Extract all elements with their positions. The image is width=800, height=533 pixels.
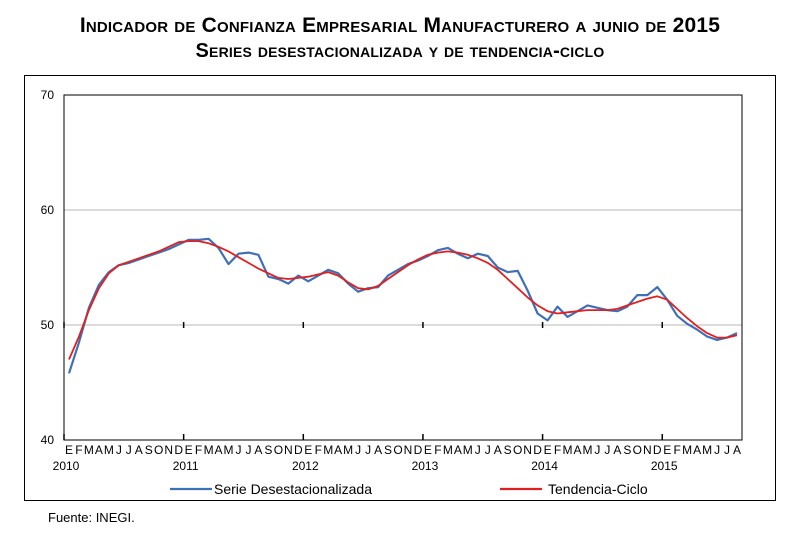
x-month-label: F [554, 443, 561, 457]
x-month-label: E [544, 443, 552, 457]
x-month-label: A [374, 443, 382, 457]
x-year-label: 2013 [412, 459, 439, 473]
x-month-label: S [384, 443, 392, 457]
x-month-label: A [573, 443, 581, 457]
x-month-label: F [75, 443, 82, 457]
x-month-label: A [693, 443, 701, 457]
x-month-label: M [84, 443, 94, 457]
x-month-label: F [315, 443, 322, 457]
x-year-label: 2015 [651, 459, 678, 473]
legend-label: Serie Desestacionalizada [214, 481, 372, 497]
x-month-label: A [95, 443, 103, 457]
y-tick-label: 60 [41, 203, 55, 217]
series-line-tendencia-ciclo [68, 240, 738, 360]
x-month-label: N [164, 443, 173, 457]
x-month-label: O [633, 443, 642, 457]
y-tick-label: 70 [41, 88, 55, 102]
x-month-label: M [582, 443, 592, 457]
x-year-label: 2012 [292, 459, 319, 473]
x-month-label: M [343, 443, 353, 457]
x-month-label: S [264, 443, 272, 457]
x-month-label: F [195, 443, 202, 457]
x-month-label: J [594, 443, 600, 457]
x-month-label: D [174, 443, 183, 457]
x-month-label: N [523, 443, 532, 457]
x-month-label: A [334, 443, 342, 457]
plot-area [63, 94, 743, 441]
x-month-label: J [604, 443, 610, 457]
x-month-label: J [724, 443, 730, 457]
x-month-label: M [224, 443, 234, 457]
x-month-label: M [323, 443, 333, 457]
x-month-label: J [116, 443, 122, 457]
x-month-label: M [702, 443, 712, 457]
x-month-label: J [475, 443, 481, 457]
x-month-label: J [365, 443, 371, 457]
x-month-label: J [245, 443, 251, 457]
x-month-label: A [494, 443, 502, 457]
x-month-label: A [733, 443, 741, 457]
chart-title: Indicador de Confianza Empresarial Manuf… [79, 14, 721, 37]
x-year-label: 2014 [531, 459, 558, 473]
x-year-label: 2010 [53, 459, 80, 473]
series-line-desestacionalizada [67, 237, 738, 374]
y-tick-label: 50 [41, 318, 55, 332]
x-year-label: 2011 [173, 459, 199, 473]
x-month-label: M [104, 443, 114, 457]
x-month-label: J [355, 443, 361, 457]
x-month-label: D [653, 443, 662, 457]
x-month-label: M [443, 443, 453, 457]
x-month-label: D [533, 443, 542, 457]
x-month-label: O [513, 443, 522, 457]
x-month-label: E [65, 443, 73, 457]
x-month-label: O [274, 443, 283, 457]
x-month-label: A [215, 443, 223, 457]
x-month-label: E [185, 443, 193, 457]
x-month-label: A [454, 443, 462, 457]
x-month-label: E [663, 443, 671, 457]
x-month-label: D [294, 443, 303, 457]
x-month-label: J [126, 443, 132, 457]
legend-label: Tendencia-Ciclo [548, 481, 648, 497]
x-month-label: E [424, 443, 432, 457]
x-month-label: N [284, 443, 293, 457]
x-month-label: M [563, 443, 573, 457]
x-month-label: N [404, 443, 413, 457]
source-note: Fuente: INEGI. [48, 510, 135, 525]
x-month-label: F [674, 443, 681, 457]
x-month-label: J [714, 443, 720, 457]
x-month-label: N [643, 443, 652, 457]
x-month-label: O [393, 443, 402, 457]
x-month-label: S [623, 443, 631, 457]
x-month-label: E [304, 443, 312, 457]
y-tick-label: 40 [41, 433, 55, 447]
x-month-label: A [613, 443, 621, 457]
chart-subtitle: Series desestacionalizada y de tendencia… [195, 40, 605, 62]
x-month-label: M [463, 443, 473, 457]
x-month-label: O [154, 443, 163, 457]
chart-frame [24, 75, 776, 501]
x-month-label: A [135, 443, 143, 457]
x-month-label: F [434, 443, 441, 457]
x-month-label: S [504, 443, 512, 457]
x-month-label: M [204, 443, 214, 457]
x-month-label: D [414, 443, 423, 457]
x-month-label: J [485, 443, 491, 457]
x-month-label: A [254, 443, 262, 457]
x-month-label: S [145, 443, 153, 457]
x-month-label: M [682, 443, 692, 457]
x-month-label: J [235, 443, 241, 457]
